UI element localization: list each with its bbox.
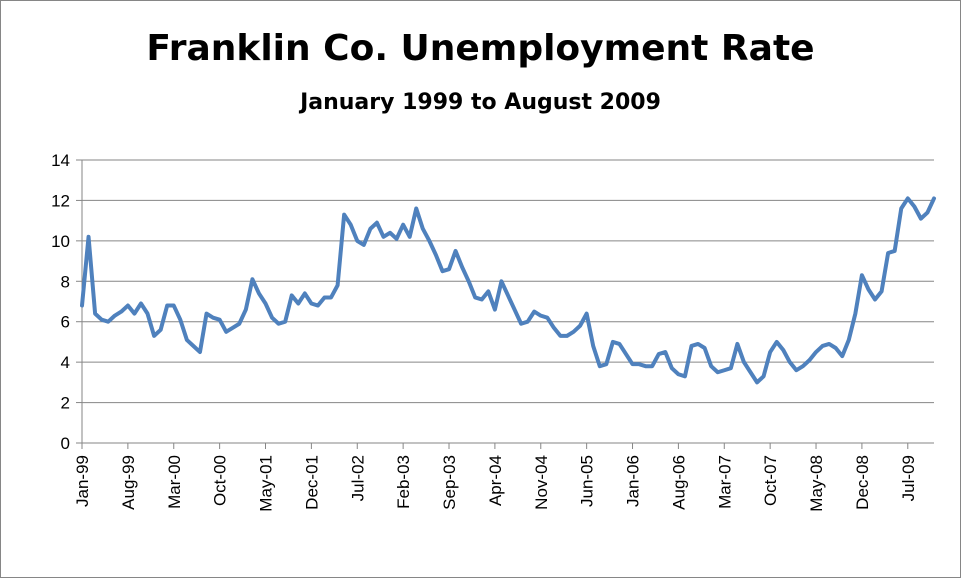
x-axis: Jan-99 Aug-99 Mar-00 Oct-00 May-01 Dec-01 Jul-… (73, 442, 934, 512)
y-tick-label: 2 (61, 394, 70, 413)
x-tick-label: Dec-08 (853, 455, 872, 510)
y-tick-label: 14 (51, 151, 70, 170)
y-tick-label: 6 (61, 313, 70, 332)
x-tick-label: Mar-07 (715, 455, 734, 509)
x-tick-label: Jun-05 (578, 455, 597, 507)
y-tick-label: 4 (61, 353, 70, 372)
series-layer (80, 196, 936, 385)
y-tick-label: 12 (51, 191, 70, 210)
x-tick-label: Jul-09 (899, 455, 918, 501)
x-tick-label: Oct-07 (761, 455, 780, 506)
x-tick-label: Jul-02 (348, 455, 367, 501)
y-tick-label: 10 (51, 232, 70, 251)
x-tick-label: Nov-04 (532, 455, 551, 510)
gridlines (82, 159, 934, 404)
x-tick-label: Mar-00 (165, 455, 184, 509)
y-axis: 0 2 4 6 8 10 12 14 (51, 151, 83, 453)
x-tick-label: Aug-99 (119, 455, 138, 510)
y-tick-label: 8 (61, 272, 70, 291)
series-line (80, 196, 936, 385)
x-tick-label: Sep-03 (440, 455, 459, 510)
chart-title: Franklin Co. Unemployment Rate (146, 28, 815, 69)
chart-subtitle: January 1999 to August 2009 (300, 90, 661, 115)
x-tick-label: Aug-06 (669, 455, 688, 510)
x-tick-label: Oct-00 (211, 455, 230, 506)
x-tick-label: May-01 (257, 455, 276, 512)
x-tick-label: Jan-99 (73, 455, 92, 507)
x-tick-label: Jan-06 (624, 455, 643, 507)
x-tick-label: Apr-04 (486, 455, 505, 506)
x-tick-label: May-08 (807, 455, 826, 512)
x-tick-label: Dec-01 (302, 455, 321, 510)
x-tick-label: Feb-03 (394, 455, 413, 509)
y-tick-label: 0 (61, 434, 70, 453)
